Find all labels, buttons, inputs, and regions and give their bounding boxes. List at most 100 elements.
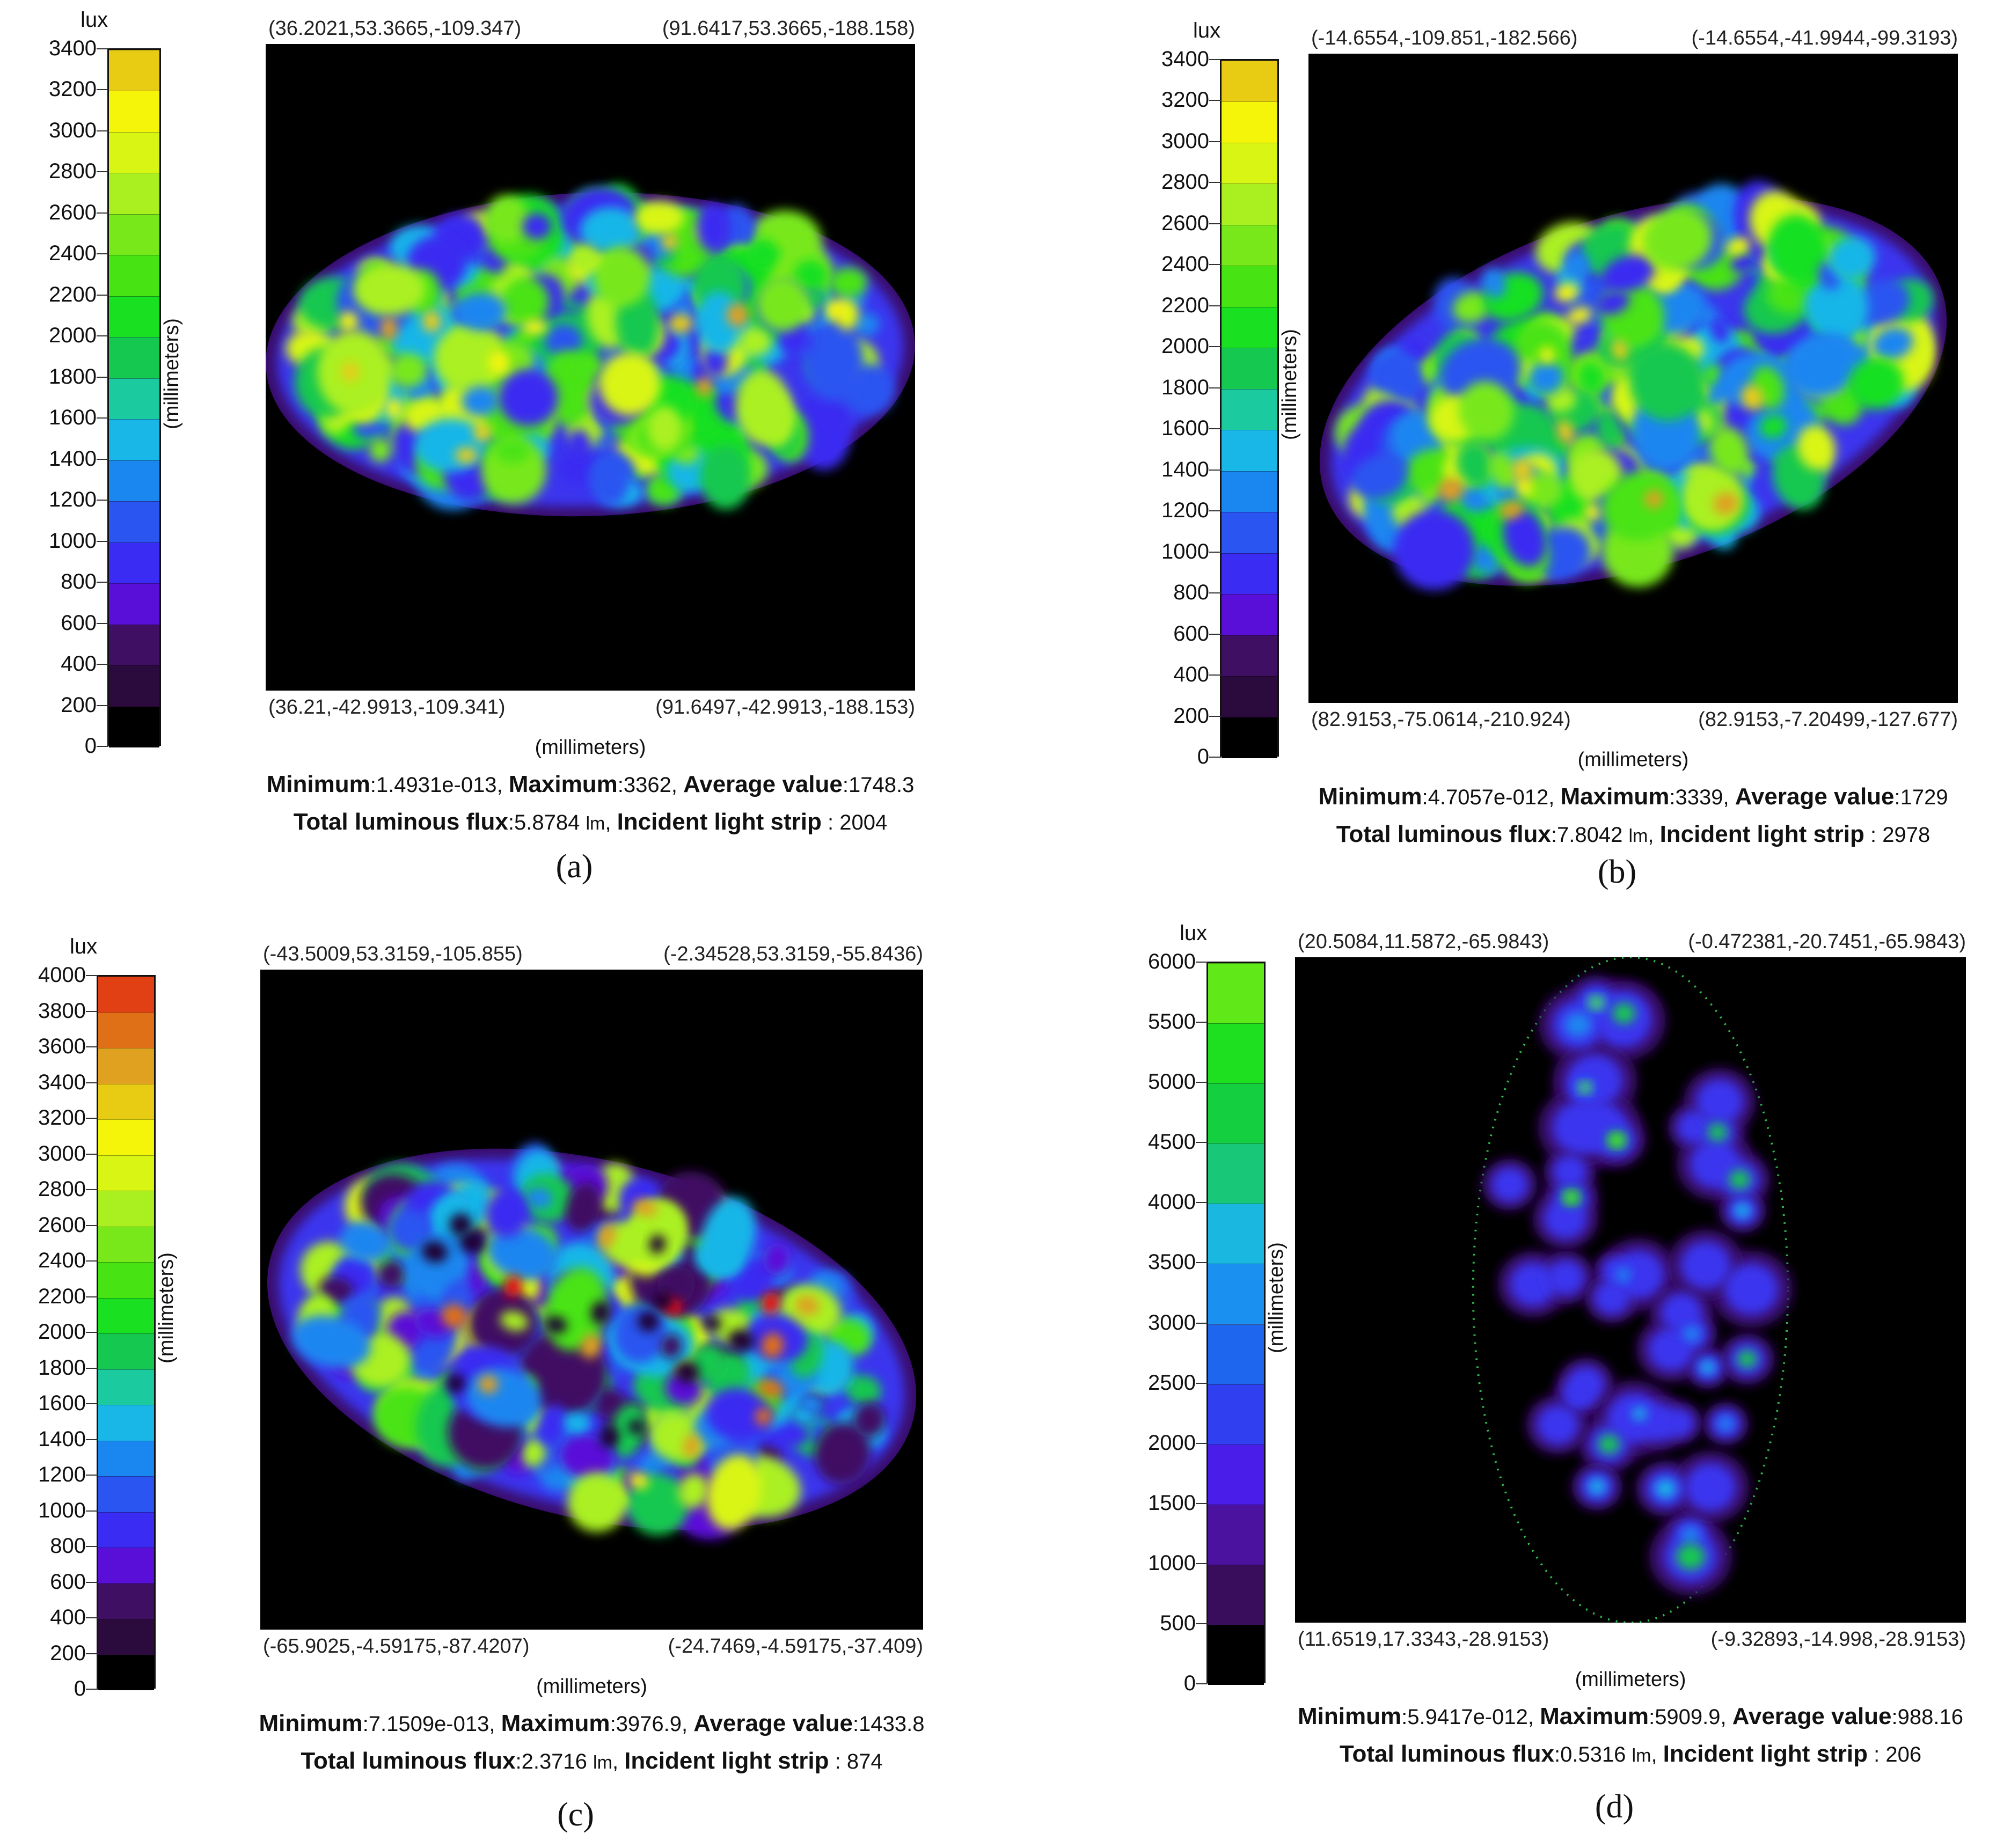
- colorbar-segment: [109, 583, 159, 625]
- colorbar-tick-mark: [1209, 387, 1221, 388]
- spot-blob: [1690, 1140, 1741, 1189]
- stats-line-2: Total luminous flux:0.5316 lm, Incident …: [1339, 1741, 1922, 1767]
- minimum-label: Minimum: [259, 1710, 363, 1736]
- spot-blob: [340, 1221, 390, 1263]
- spot-blob: [291, 1315, 371, 1369]
- flux-unit: lm: [586, 813, 605, 834]
- colorbar-segment: [109, 624, 159, 666]
- colorbar-tick-mark: [1209, 100, 1221, 101]
- colorbar-tick-mark: [86, 1082, 98, 1083]
- spot-blob: [570, 244, 599, 273]
- colorbar-tick-mark: [86, 1046, 98, 1047]
- hot-spot: [1579, 1082, 1591, 1092]
- spot-blob: [750, 239, 777, 268]
- spot-core: [1564, 1012, 1592, 1037]
- colorbar-tick-label: 3200: [1161, 88, 1209, 112]
- colorbar-tick-mark: [97, 705, 108, 706]
- hot-spot: [488, 350, 510, 376]
- spot-blob: [1458, 381, 1514, 441]
- colorbar-unit-label: lux: [1180, 921, 1208, 945]
- spot-blob: [805, 288, 826, 308]
- colorbar-tick-label: 1800: [38, 1355, 86, 1380]
- horizontal-axis-unit: (millimeters): [536, 1675, 647, 1698]
- hot-spot: [455, 447, 478, 464]
- colorbar-tick-label: 1200: [38, 1463, 86, 1486]
- spot-core: [1588, 1478, 1606, 1495]
- colorbar-tick-label: 0: [74, 1677, 86, 1700]
- incident-strip-label: Incident light strip: [1659, 821, 1864, 847]
- hot-spot: [381, 316, 397, 341]
- colorbar-segment: [109, 419, 159, 460]
- colorbar-segment: [1222, 224, 1277, 266]
- hot-spot: [441, 1304, 467, 1328]
- colorbar-tick-label: 1800: [1161, 375, 1209, 399]
- spot-blob: [1640, 1404, 1679, 1441]
- spot-blob: [1510, 1262, 1556, 1307]
- colorbar-tick-label: 3400: [49, 36, 97, 60]
- hot-spot: [598, 1223, 616, 1249]
- average-value: 1433.8: [859, 1712, 925, 1736]
- spot-blob: [1389, 366, 1424, 402]
- illuminance-svg: [267, 1143, 917, 1540]
- spot-blob: [1648, 1328, 1694, 1372]
- spot-core: [1734, 1203, 1751, 1218]
- colorbar-segment: [109, 50, 159, 91]
- hot-spot: [1590, 997, 1603, 1008]
- spot-blob: [599, 352, 661, 416]
- maximum-label: Maximum: [501, 1710, 610, 1736]
- spot-blob: [1661, 1293, 1702, 1333]
- spot-blob: [1552, 1155, 1588, 1188]
- flux-unit: lm: [1628, 826, 1648, 846]
- spot-blob: [1544, 1198, 1588, 1240]
- spot-blob: [1601, 254, 1655, 292]
- colorbar-segment: [98, 1191, 154, 1227]
- corner-label-top-right: (-14.6554,-41.9944,-99.3193): [1691, 27, 1958, 49]
- spot-blob: [1596, 291, 1630, 315]
- spot-blob: [378, 1260, 405, 1288]
- colorbar-tick-label: 2600: [1161, 211, 1209, 235]
- colorbar-segment: [1208, 1384, 1264, 1444]
- colorbar-segment: [1208, 1324, 1264, 1384]
- colorbar-tick-mark: [1209, 428, 1221, 430]
- colorbar-tick-mark: [86, 1689, 98, 1690]
- colorbar-segment: [109, 460, 159, 502]
- colorbar-segment: [98, 1405, 154, 1441]
- colorbar-segment: [1222, 430, 1277, 471]
- panel-caption: (c): [557, 1796, 594, 1833]
- total-flux-value: 5.8784: [514, 811, 580, 834]
- spot-blob: [1730, 252, 1757, 273]
- spot-blob: [700, 445, 751, 510]
- spot-core: [1681, 1527, 1700, 1544]
- colorbar-segment: [98, 1619, 154, 1655]
- colorbar-tick-label: 2000: [38, 1320, 86, 1344]
- total-flux-label: Total luminous flux: [1339, 1741, 1554, 1767]
- colorbar-tick-mark: [86, 1617, 98, 1618]
- colorbar-unit-label: lux: [70, 935, 98, 958]
- colorbar-segment: [98, 1583, 154, 1619]
- colorbar-tick-label: 0: [1183, 1671, 1196, 1695]
- stats-line-1: Minimum:4.7057e-012, Maximum:3339, Avera…: [1318, 783, 1948, 810]
- colorbar-tick-mark: [1196, 1563, 1208, 1564]
- colorbar-segment: [1222, 635, 1277, 677]
- colorbar-segment: [1208, 1444, 1264, 1505]
- stats-line-1: Minimum:1.4931e-013, Maximum:3362, Avera…: [266, 771, 915, 797]
- colorbar-tick-label: 1200: [1161, 498, 1209, 523]
- hot-spot: [522, 319, 547, 335]
- hot-spot: [385, 397, 403, 420]
- colorbar-tick-mark: [97, 294, 108, 296]
- colorbar-tick-mark: [1209, 223, 1221, 224]
- spot-blob: [388, 1208, 431, 1251]
- spot-blob: [1547, 1259, 1585, 1296]
- total-flux-value: 0.5316: [1560, 1743, 1626, 1766]
- stats-line-2: Total luminous flux:5.8784 lm, Incident …: [293, 809, 888, 835]
- light-spot: [266, 184, 915, 517]
- colorbar-tick-mark: [1209, 715, 1221, 717]
- colorbar-tick-label: 2800: [38, 1177, 86, 1201]
- spot-blob: [627, 1473, 689, 1536]
- vertical-axis-unit: (millimeters): [1278, 329, 1301, 440]
- colorbar-tick-mark: [1196, 1022, 1208, 1023]
- incident-strip-value: 2004: [839, 811, 888, 834]
- hot-spot: [1499, 501, 1524, 519]
- colorbar-segment: [1222, 388, 1277, 430]
- colorbar-tick-mark: [86, 1153, 98, 1155]
